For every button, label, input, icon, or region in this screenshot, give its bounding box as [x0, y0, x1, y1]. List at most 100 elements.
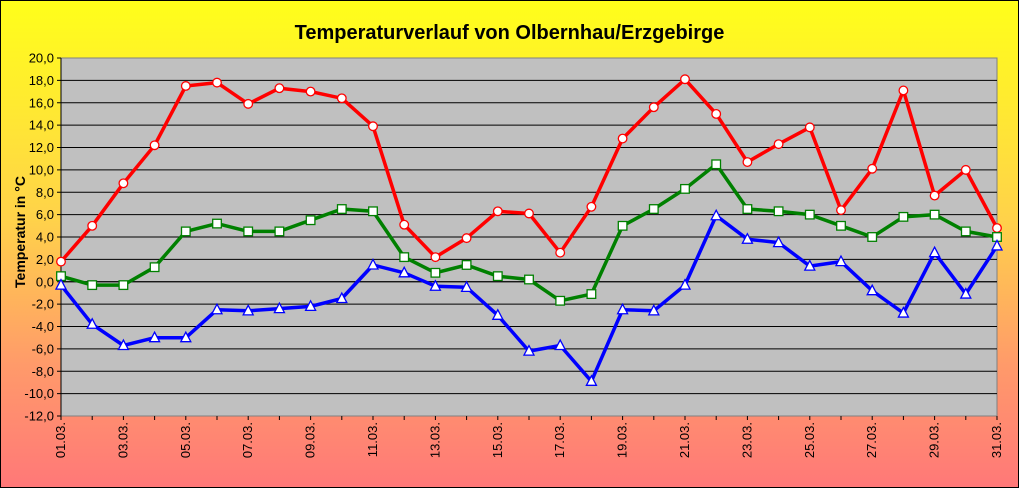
series-3-point	[335, 291, 348, 304]
y-tick-label: 6,0	[36, 207, 54, 222]
series-1-point	[399, 219, 410, 230]
series-2-point	[243, 226, 254, 237]
series-3-point	[959, 287, 972, 299]
series-3-point	[990, 239, 1004, 251]
series-1-point	[617, 133, 628, 144]
series-1-point	[305, 86, 316, 97]
y-tick-label: -2,0	[32, 297, 54, 312]
series-2-point	[430, 267, 441, 278]
chart-title: Temperaturverlauf von Olbernhau/Erzgebir…	[294, 22, 725, 44]
series-1-point	[586, 201, 597, 212]
y-tick-label: 10,0	[29, 162, 54, 177]
series-3-point	[928, 245, 941, 258]
series-2-point	[461, 260, 472, 270]
x-tick-label: 11.03.	[365, 422, 380, 457]
x-tick-label: 09.03.	[303, 422, 318, 458]
y-tick-label: -6,0	[32, 341, 54, 356]
series-2-point	[274, 226, 285, 237]
series-2-point	[898, 211, 909, 222]
x-tick-label: 19.03.	[615, 422, 630, 458]
series-1-point	[836, 205, 846, 216]
y-tick-label: 18,0	[29, 73, 54, 88]
series-2-point	[711, 159, 722, 170]
series-3-point	[242, 303, 255, 316]
series-2-point	[555, 295, 566, 306]
series-3-point	[803, 259, 816, 271]
y-tick-label: -4,0	[32, 319, 54, 334]
series-2-point	[804, 209, 815, 220]
series-1-point	[555, 247, 566, 258]
series-3-point	[772, 235, 785, 248]
y-tick-label: 0,0	[36, 274, 54, 289]
series-3-point	[148, 330, 161, 343]
series-3-point	[554, 338, 567, 351]
series-3-point	[429, 279, 442, 291]
series-1-point	[992, 223, 1002, 234]
series-3-point	[273, 301, 286, 314]
series-1-point	[898, 85, 909, 96]
series-2-point	[836, 220, 846, 231]
series-3-point	[366, 258, 380, 270]
series-1-point	[118, 178, 129, 189]
series-1-point	[336, 93, 347, 104]
y-tick-label: 20,0	[29, 51, 54, 66]
series-1-point	[680, 74, 690, 85]
series-1-point	[867, 163, 878, 174]
x-tick-label: 15.03.	[490, 422, 505, 458]
y-tick-label: 4,0	[36, 230, 54, 245]
series-3-point	[54, 278, 68, 290]
y-tick-label: -12,0	[24, 409, 54, 424]
series-1-point	[648, 102, 659, 113]
x-tick-label: 01.03.	[53, 422, 68, 458]
x-tick-label: 03.03.	[115, 422, 130, 458]
series-1-point	[742, 157, 753, 167]
series-2-point	[305, 215, 316, 226]
series-2-point	[336, 204, 347, 214]
x-tick-label: 07.03.	[240, 422, 255, 458]
series-2-point	[180, 226, 191, 237]
series-1-point	[960, 164, 971, 175]
y-tick-label: -10,0	[24, 386, 54, 401]
series-2-point	[617, 220, 628, 231]
series-2-point	[773, 206, 784, 217]
y-tick-label: 8,0	[36, 185, 54, 200]
series-1-point	[461, 233, 472, 244]
series-2-point	[212, 218, 222, 229]
series-1-point	[212, 77, 222, 88]
series-1-point	[87, 220, 98, 231]
series-3-point	[460, 280, 473, 292]
series-1-point	[180, 81, 191, 91]
series-3-point	[616, 302, 629, 315]
series-3-point	[117, 338, 130, 351]
y-tick-label: 16,0	[29, 95, 54, 110]
series-3-point	[86, 317, 99, 329]
series-3-point	[710, 208, 723, 221]
series-3-point	[398, 265, 411, 278]
x-tick-label: 05.03.	[178, 422, 193, 458]
series-2-point	[742, 204, 753, 214]
series-1-point	[711, 108, 722, 119]
series-2-point	[648, 204, 659, 214]
y-tick-label: 12,0	[29, 140, 54, 155]
y-tick-label: 14,0	[29, 118, 54, 133]
series-3-point	[834, 254, 848, 267]
x-tick-label: 21.03.	[677, 422, 692, 458]
series-2-point	[118, 280, 129, 291]
x-tick-label: 31.03.	[989, 422, 1004, 458]
series-2-point	[368, 206, 378, 217]
x-tick-label: 27.03.	[864, 422, 879, 458]
series-2-point	[399, 252, 410, 263]
series-1-point	[524, 208, 534, 219]
series-1-point	[56, 256, 66, 267]
series-2-point	[524, 274, 534, 285]
x-tick-label: 23.03.	[739, 422, 754, 458]
series-2-point	[680, 183, 690, 194]
y-tick-label: -8,0	[32, 364, 54, 379]
series-3-point	[741, 232, 754, 244]
series-1-point	[430, 252, 441, 263]
x-tick-label: 13.03.	[427, 422, 442, 458]
series-1-point	[773, 139, 784, 150]
series-1-point	[149, 140, 160, 151]
y-tick-label: 2,0	[36, 252, 54, 267]
